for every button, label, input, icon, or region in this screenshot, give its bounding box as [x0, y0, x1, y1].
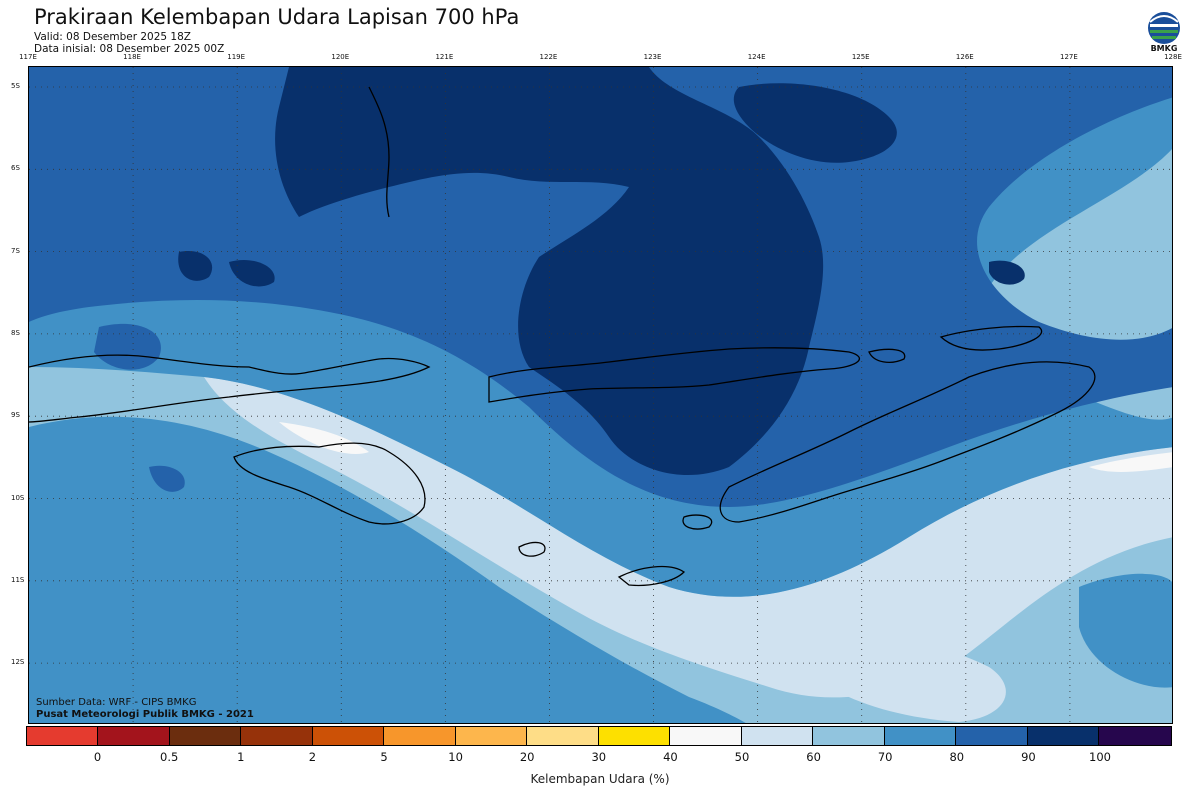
longitude-label: 122E	[539, 53, 558, 61]
humidity-90-100-patch	[989, 260, 1025, 285]
colorbar-label: Kelembapan Udara (%)	[530, 772, 670, 786]
latitude-label: 7S	[11, 246, 20, 255]
longitude-label: 120E	[331, 53, 350, 61]
latitude-label: 11S	[11, 575, 25, 584]
wetar-island	[939, 325, 1043, 351]
latitude-label: 8S	[11, 328, 20, 337]
colorbar-tick-label: 0.5	[160, 750, 179, 764]
humidity-90-100-region	[733, 83, 897, 163]
colorbar-tick-label: 5	[380, 750, 388, 764]
lat-lon-grid	[29, 67, 1172, 723]
colorbar-tick-label: 0	[93, 750, 102, 764]
longitude-label: 119E	[227, 53, 246, 61]
map-title: Prakiraan Kelembapan Udara Lapisan 700 h…	[34, 5, 520, 29]
south-islands	[617, 565, 686, 587]
colorbar-tick-label: 40	[663, 750, 678, 764]
colorbar-segment	[98, 727, 170, 745]
logo-text: BMKG	[1150, 44, 1178, 53]
colorbar-segment	[741, 727, 814, 745]
humidity-90-100-patch	[229, 259, 275, 287]
longitude-label: 118E	[123, 53, 141, 61]
colorbar-segment	[312, 727, 385, 745]
longitude-label: 124E	[747, 53, 766, 61]
colorbar-tick-label: 1	[237, 750, 245, 764]
alor-island	[868, 348, 906, 363]
sumba-island	[233, 442, 426, 525]
sumbawa-island	[29, 354, 431, 423]
longitude-label: 117E	[19, 53, 37, 61]
longitude-label: 128E	[1164, 53, 1182, 61]
humidity-70-80-region	[1079, 573, 1172, 688]
humidity-field	[29, 67, 1172, 723]
rote-island	[682, 514, 713, 530]
valid-time: Valid: 08 Desember 2025 18Z	[34, 31, 191, 43]
bmkg-logo-icon	[1148, 12, 1180, 44]
sulawesi-coast	[368, 86, 390, 218]
colorbar-segment	[384, 727, 456, 745]
colorbar-segment	[884, 727, 957, 745]
data-source: Sumber Data: WRF - CIPS BMKG	[36, 697, 197, 708]
latitude-label: 9S	[11, 411, 20, 420]
colorbar-tick-label: 50	[734, 750, 750, 764]
colorbar-segment	[956, 727, 1028, 745]
humidity-map	[28, 66, 1173, 724]
longitude-label: 121E	[435, 53, 454, 61]
humidity-50-60-patch	[789, 638, 1006, 722]
colorbar-segment	[241, 727, 313, 745]
colorbar-tick-label: 60	[806, 750, 821, 764]
colorbar-segment	[1027, 727, 1100, 745]
colorbar-tick-label: 100	[1089, 750, 1111, 764]
colorbar-tick-label: 80	[949, 750, 965, 764]
humidity-40-50-sliver	[279, 422, 369, 454]
init-time: Data inisial: 08 Desember 2025 00Z	[34, 43, 225, 55]
humidity-80-90-patch	[94, 323, 161, 370]
longitude-label: 125E	[851, 53, 870, 61]
flores-island	[488, 347, 861, 403]
colorbar-segment	[527, 727, 599, 745]
longitude-label: 127E	[1060, 53, 1078, 61]
longitude-label: 123E	[643, 53, 662, 61]
longitude-label: 126E	[955, 53, 974, 61]
colorbar-segment	[27, 727, 99, 745]
organization-credit: Pusat Meteorologi Publik BMKG - 2021	[36, 709, 254, 720]
colorbar-tick-label: 20	[519, 750, 535, 764]
colorbar-segment	[169, 727, 242, 745]
colorbar-segment	[670, 727, 742, 745]
latitude-label: 6S	[11, 164, 20, 173]
colorbar-segment	[813, 727, 885, 745]
humidity-50-60-band	[204, 377, 1172, 698]
colorbar-segment	[598, 727, 671, 745]
timor-island	[719, 361, 1096, 523]
colorbar-tick-label: 70	[877, 750, 893, 764]
colorbar-tick-label: 2	[308, 750, 317, 764]
humidity-90-100-patch	[178, 251, 213, 281]
humidity-70-80-region	[29, 416, 746, 723]
colorbar-tick-label: 30	[591, 750, 607, 764]
sabu-island	[518, 541, 546, 557]
latitude-label: 10S	[11, 493, 25, 502]
colorbar	[26, 726, 1172, 746]
humidity-80-90-patch	[149, 465, 185, 492]
colorbar-segment	[1099, 727, 1171, 745]
colorbar-tick-label: 10	[448, 750, 463, 764]
latitude-label: 12S	[11, 658, 25, 667]
coastlines	[29, 86, 1096, 587]
latitude-label: 5S	[11, 82, 20, 90]
humidity-40-50-sliver	[1089, 452, 1172, 472]
colorbar-tick-label: 90	[1021, 750, 1036, 764]
colorbar-segment	[455, 727, 528, 745]
